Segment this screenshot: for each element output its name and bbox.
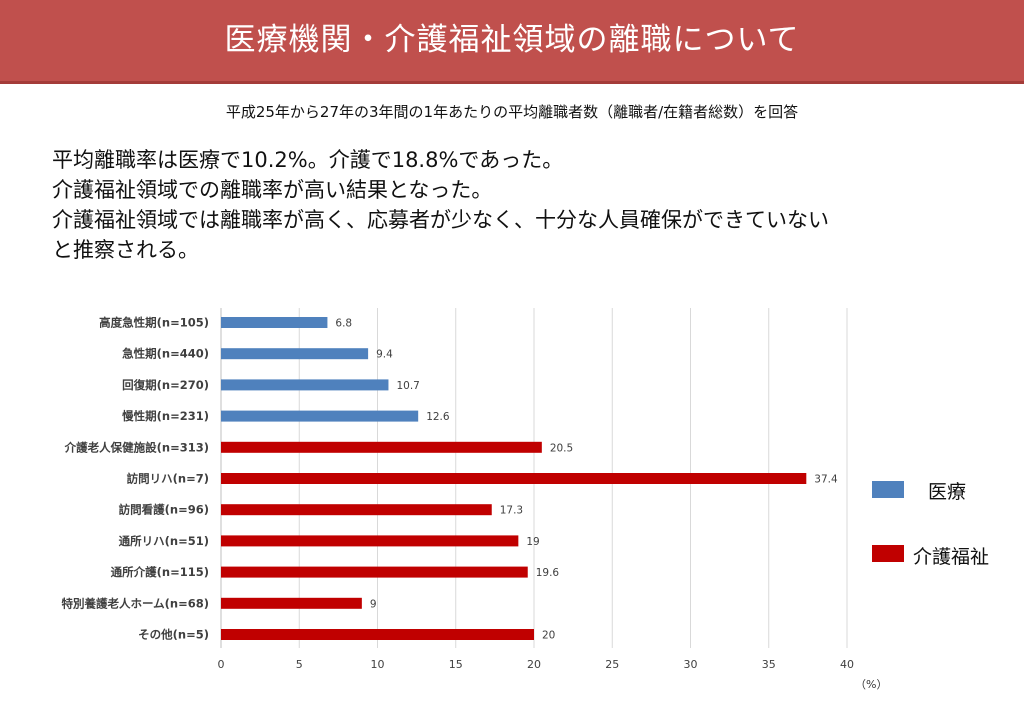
page-title: 医療機関・介護福祉領域の離職について (224, 22, 800, 58)
bar (221, 597, 362, 609)
category-label: 特別養護老人ホーム(n=68) (62, 596, 210, 610)
category-label: 訪問リハ(n=7) (127, 472, 209, 486)
summary-line-1: 平均離職率は医療で10.2%。介護で18.8%であった。 (52, 148, 564, 172)
category-label: 慢性期(n=231) (122, 409, 209, 423)
category-label: 訪問看護(n=96) (119, 503, 209, 517)
data-label: 12.6 (426, 411, 450, 423)
bar (221, 566, 528, 578)
category-label: 通所リハ(n=51) (119, 534, 209, 548)
x-tick-label: 10 (371, 658, 385, 671)
category-label: その他(n=5) (138, 628, 209, 642)
data-label: 17.3 (500, 505, 523, 517)
data-label: 19.6 (536, 567, 560, 579)
legend-label-iryo: 医療 (928, 481, 967, 503)
bar (221, 504, 492, 516)
data-label: 9 (370, 598, 377, 610)
category-label: 介護老人保健施設(n=313) (64, 440, 209, 454)
bar (221, 441, 542, 453)
bar (221, 379, 389, 391)
bar (221, 410, 419, 422)
data-label: 37.4 (814, 474, 838, 486)
x-axis-unit-label: （%） (855, 678, 888, 691)
bar (221, 317, 328, 328)
bar (221, 535, 519, 547)
summary-text: 平均離職率は医療で10.2%。介護で18.8%であった。 介護福祉領域での離職率… (52, 145, 982, 265)
data-label: 19 (526, 536, 539, 548)
x-tick-label: 0 (218, 658, 225, 671)
data-label: 9.4 (376, 349, 393, 361)
bar (221, 348, 369, 360)
data-label: 20.5 (550, 442, 573, 454)
summary-line-4: と推察される。 (52, 238, 199, 262)
x-tick-label: 20 (527, 658, 541, 671)
legend-label-kaigo: 介護福祉 (913, 546, 990, 568)
legend-swatch-iryo (872, 481, 904, 498)
category-label: 回復期(n=270) (122, 378, 209, 392)
category-label: 高度急性期(n=105) (99, 316, 209, 330)
title-bar: 医療機関・介護福祉領域の離職について (0, 0, 1024, 84)
chart-subtitle: 平成25年から27年の3年間の1年あたりの平均離職者数（離職者/在籍者総数）を回… (225, 103, 799, 121)
summary-line-3: 介護福祉領域では離職率が高く、応募者が少なく、十分な人員確保ができていない (52, 208, 829, 232)
x-tick-label: 5 (296, 658, 303, 671)
data-label: 20 (542, 630, 555, 642)
x-tick-label: 35 (762, 658, 776, 671)
x-tick-label: 40 (840, 658, 854, 671)
summary-line-2: 介護福祉領域での離職率が高い結果となった。 (52, 178, 493, 202)
data-label: 6.8 (335, 318, 352, 330)
x-tick-label: 30 (684, 658, 698, 671)
legend-swatch-kaigo (872, 545, 904, 562)
category-label: 急性期(n=440) (122, 347, 209, 361)
data-label: 10.7 (396, 380, 419, 392)
bar-chart: 0 5 10 15 20 25 30 35 40 高度急性期(n=105) 6.8 急性期(n=440… (62, 308, 854, 671)
bar (221, 473, 807, 484)
x-tick-label: 25 (605, 658, 619, 671)
category-label: 通所介護(n=115) (111, 565, 209, 579)
bar (221, 629, 534, 640)
x-tick-label: 15 (449, 658, 463, 671)
